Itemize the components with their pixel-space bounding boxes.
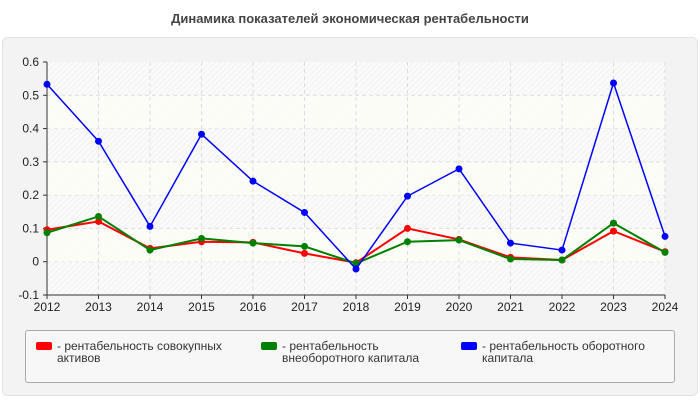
y-tick-label: 0 xyxy=(32,255,39,269)
data-point xyxy=(404,238,411,246)
data-point xyxy=(95,217,102,225)
data-point xyxy=(301,208,308,216)
y-tick-label: 0.5 xyxy=(22,88,39,102)
data-point xyxy=(301,249,308,257)
data-point xyxy=(610,79,617,87)
data-point xyxy=(610,227,617,235)
x-tick-label: 2015 xyxy=(188,300,215,314)
data-point xyxy=(352,259,360,267)
legend-swatch xyxy=(461,342,477,350)
x-tick-label: 2012 xyxy=(34,300,61,314)
data-point xyxy=(404,224,411,232)
chart-title: Динамика показателей экономическая рента… xyxy=(171,11,529,26)
data-point xyxy=(249,177,257,185)
line-chart: -0.1 0 0.1 0.2 0.3 0.4 0.5 0.6 2012 2013 2014 2015 2… xyxy=(18,55,679,314)
data-point xyxy=(301,242,308,250)
data-point xyxy=(507,255,514,263)
x-tick-label: 2020 xyxy=(446,300,473,314)
data-point xyxy=(507,239,514,247)
data-point xyxy=(43,229,51,237)
data-point xyxy=(455,165,463,173)
x-tick-label: 2019 xyxy=(394,300,421,314)
x-tick-label: 2023 xyxy=(600,300,627,314)
legend-swatch xyxy=(36,342,52,350)
x-tick-label: 2018 xyxy=(343,300,370,314)
x-tick-label: 2024 xyxy=(652,300,679,314)
x-tick-label: 2013 xyxy=(85,300,112,314)
data-point xyxy=(198,234,205,242)
x-tick-label: 2022 xyxy=(549,300,576,314)
y-tick-label: 0.4 xyxy=(22,122,39,136)
data-point xyxy=(661,232,669,240)
x-tick-label: 2021 xyxy=(497,300,524,314)
data-point xyxy=(249,239,257,247)
data-point xyxy=(610,219,617,227)
data-point xyxy=(558,256,566,264)
data-point xyxy=(95,137,102,145)
data-point xyxy=(95,212,102,220)
y-tick-label: 0.1 xyxy=(22,221,39,235)
x-tick-label: 2014 xyxy=(137,300,164,314)
data-point xyxy=(146,246,154,254)
y-tick-label: 0.2 xyxy=(22,188,39,202)
legend-swatch xyxy=(261,342,277,350)
data-point xyxy=(146,222,154,230)
data-point xyxy=(558,246,566,254)
y-tick-label: -0.1 xyxy=(18,288,39,302)
data-point xyxy=(43,80,51,88)
data-point xyxy=(352,265,360,273)
legend: - рентабельность совокупных активов - ре… xyxy=(25,330,675,383)
data-point xyxy=(404,192,411,200)
y-tick-label: 0.3 xyxy=(22,155,39,169)
data-point xyxy=(198,130,205,138)
y-tick-label: 0.6 xyxy=(22,55,39,69)
x-tick-label: 2017 xyxy=(291,300,318,314)
data-point xyxy=(661,248,669,256)
x-tick-label: 2016 xyxy=(240,300,267,314)
data-point xyxy=(455,236,463,244)
